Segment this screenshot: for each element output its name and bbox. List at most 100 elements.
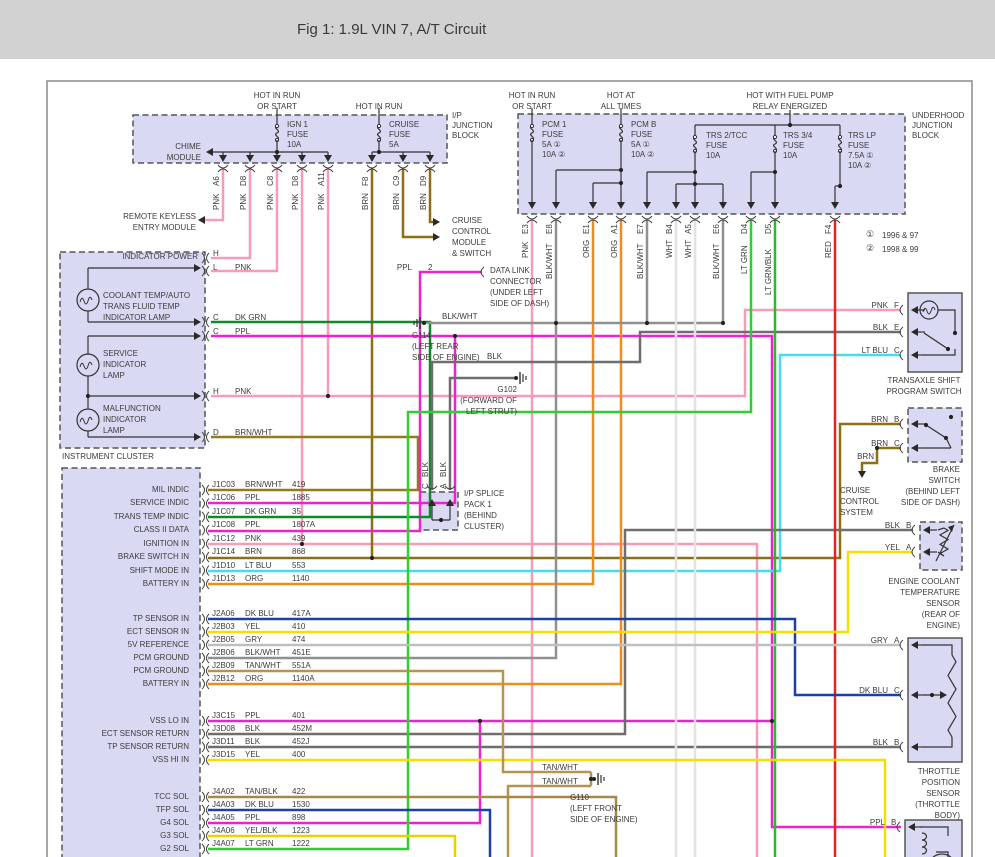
arrow-u-icon: [428, 499, 436, 506]
connector-pin-icon: [244, 164, 256, 173]
ip-splice-pack-box: [419, 491, 459, 531]
line: [924, 737, 953, 748]
line: [924, 644, 953, 655]
junction-dot: [923, 422, 929, 428]
diagram-frame: [46, 80, 973, 857]
connector-pin-icon: [201, 330, 210, 342]
arrow-l-icon: [198, 216, 205, 224]
wire-brn-12: [860, 446, 901, 475]
wire-yel-38: [208, 550, 913, 634]
junction-dot: [874, 445, 880, 451]
connector-pin-icon: [201, 431, 210, 443]
connector-pin-icon: [201, 639, 210, 651]
arrow-d-icon: [368, 155, 376, 162]
junction-dot: [945, 346, 951, 352]
underhood-junction-block-box: [517, 113, 906, 215]
fuse-icon: [772, 134, 778, 140]
junction-dot: [618, 180, 624, 186]
connector-pin-icon: [201, 652, 210, 664]
junction-dot: [299, 541, 305, 547]
connector-pin-icon: [911, 546, 916, 558]
arrow-d-icon: [771, 202, 779, 209]
junction-dot: [452, 333, 458, 339]
junction-dot: [929, 692, 935, 698]
arrow-l-icon: [923, 526, 930, 534]
arrow-d-icon: [426, 155, 434, 162]
arrow-d-icon: [858, 471, 866, 478]
junction-dot: [325, 393, 331, 399]
connector-pin-icon: [717, 215, 729, 224]
connector-pin-icon: [689, 215, 701, 224]
arrow-d-icon: [643, 202, 651, 209]
connector-pin-icon: [201, 665, 210, 677]
wire-tanwht-42: [506, 784, 591, 857]
fuse-icon: [837, 136, 843, 152]
arrow-d-icon: [324, 155, 332, 162]
arrow-l-icon: [206, 148, 213, 156]
connector-pin-icon: [201, 613, 210, 625]
fuse-icon: [618, 123, 624, 129]
arrow-d-icon: [617, 202, 625, 209]
connector-pin-icon: [201, 316, 210, 328]
coil-icon: [921, 832, 928, 855]
connector-pin-icon: [201, 817, 210, 829]
connector-pin-icon: [424, 164, 436, 173]
junction-dot: [588, 776, 594, 782]
connector-pin-icon: [829, 215, 841, 224]
connector-pin-icon: [670, 215, 682, 224]
connector-pin-icon: [201, 715, 210, 727]
fuse-icon: [618, 125, 624, 141]
connector-pin-icon: [526, 215, 538, 224]
connector-pin-icon: [911, 524, 916, 536]
fuse-icon: [376, 123, 382, 129]
arrow-l-icon: [911, 641, 918, 649]
wire-blkwht-23: [208, 220, 558, 660]
wire-ltblu-20: [208, 353, 901, 573]
arrow-l-icon: [911, 743, 918, 751]
arrow-l-icon: [911, 351, 918, 359]
tps-box: [907, 637, 963, 763]
wire-tanblk-44: [208, 795, 618, 857]
fuse-icon: [274, 123, 280, 129]
connector-pin-icon: [201, 804, 210, 816]
arrow-l-icon: [908, 823, 915, 831]
fuse-icon: [529, 125, 535, 141]
vss-rotor-icon: [932, 853, 952, 857]
lamp-filament-icon: [79, 416, 93, 425]
ip-junction-block-box: [132, 114, 448, 164]
connector-pin-icon: [899, 304, 904, 316]
wire-ppl-18: [208, 721, 482, 825]
arrow-d-icon: [298, 155, 306, 162]
arrow-d-icon: [219, 155, 227, 162]
arrow-u-icon: [446, 499, 454, 506]
connector-pin-icon: [615, 215, 627, 224]
junction-dot: [274, 149, 280, 155]
arrow-r-icon: [194, 264, 201, 272]
arrow-d-icon: [831, 202, 839, 209]
junction-dot: [422, 321, 426, 325]
junction-dot: [369, 555, 375, 561]
fuse-icon: [692, 134, 698, 140]
connector-pin-icon: [201, 498, 210, 509]
junction-dot: [837, 183, 843, 189]
switch-blade: [923, 332, 949, 350]
resistor-icon: [947, 654, 957, 738]
connector-pin-icon: [201, 538, 210, 550]
resistor-icon: [938, 527, 950, 557]
wire-yel-39: [208, 758, 887, 857]
connector-pin-icon: [201, 741, 210, 753]
junction-dot: [787, 122, 793, 128]
junction-dot: [720, 320, 726, 326]
connector-pin-icon: [201, 565, 210, 576]
connector-pin-icon: [896, 821, 901, 833]
wire-brnwht-13: [208, 435, 420, 492]
connector-pin-icon: [201, 551, 210, 563]
arrow-l-icon: [911, 691, 918, 699]
connector-pin-icon: [899, 326, 904, 338]
junction-dot: [376, 149, 382, 155]
wire-ltgrn-33: [208, 220, 753, 851]
arrow-l-icon: [911, 444, 918, 452]
arrow-r-icon: [940, 691, 947, 699]
connector-pin-icon: [296, 164, 308, 173]
